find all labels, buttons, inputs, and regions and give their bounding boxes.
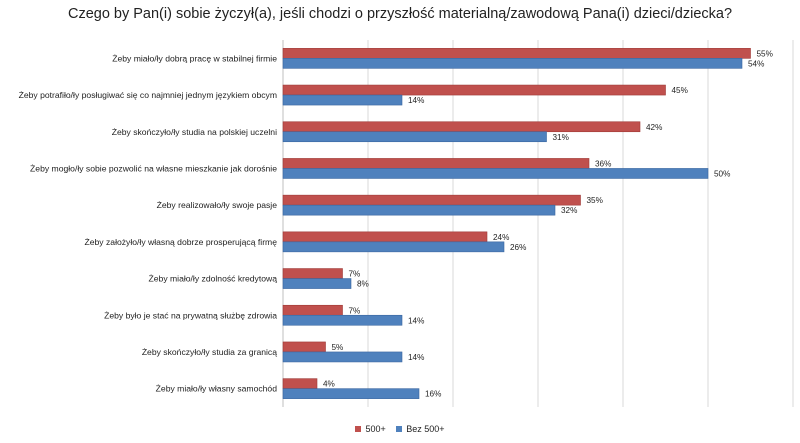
data-label: 26%	[510, 243, 526, 252]
data-label: 55%	[757, 49, 773, 58]
data-label: 50%	[714, 169, 730, 178]
bar-500	[282, 121, 641, 133]
legend-swatch-bez500	[396, 426, 403, 432]
bar-500	[282, 304, 343, 316]
category-label: Żeby mogło/ły sobie pozwolić na własne m…	[30, 163, 277, 173]
data-label: 24%	[493, 233, 509, 242]
bar-500	[282, 158, 590, 169]
bar-bez500	[282, 131, 547, 143]
chart-title: Czego by Pan(i) sobie życzył(a), jeśli c…	[67, 6, 733, 22]
bar-500	[282, 231, 488, 243]
category-label: Żeby miało/ły zdolność kredytową	[149, 274, 278, 284]
bar-bez500	[282, 314, 403, 326]
data-label: 16%	[425, 390, 441, 399]
bar-500	[282, 378, 318, 389]
data-label: 42%	[646, 123, 662, 132]
data-label: 35%	[587, 196, 603, 205]
category-label: Żeby miało/ły dobrą pracę w stabilnej fi…	[112, 53, 277, 63]
bar-bez500	[282, 388, 420, 399]
data-label: 54%	[748, 59, 764, 68]
bar-500	[282, 48, 751, 59]
data-label: 8%	[357, 280, 369, 289]
category-label: Żeby miało/ły własny samochód	[156, 384, 278, 394]
legend-item-500: 500+	[355, 424, 386, 434]
data-label: 7%	[349, 270, 361, 279]
bar-500	[282, 194, 581, 206]
bar-bez500	[282, 204, 556, 216]
bar-bez500	[282, 351, 403, 363]
data-label: 14%	[408, 353, 424, 362]
data-label: 5%	[332, 343, 344, 352]
category-label: Żeby potrafiło/ły posługiwać się co najm…	[19, 90, 277, 100]
legend-item-bez500: Bez 500+	[396, 424, 445, 434]
data-label: 7%	[349, 306, 361, 315]
category-label: Żeby skończyło/ły studia na polskiej ucz…	[112, 127, 277, 137]
data-label: 45%	[672, 86, 688, 95]
category-label: Żeby skończyło/ły studia za granicą	[142, 347, 277, 357]
category-label: Żeby założyło/ły własną dobrze prosperuj…	[85, 237, 278, 247]
bar-bez500	[282, 58, 743, 69]
bar-bez500	[282, 168, 709, 179]
bar-bez500	[282, 278, 352, 289]
legend-label-bez500: Bez 500+	[406, 424, 445, 434]
bar-bez500	[282, 241, 505, 253]
data-label: 36%	[595, 159, 611, 168]
category-label: Żeby było je stać na prywatną służbę zdr…	[104, 310, 277, 320]
bar-500	[282, 341, 326, 353]
bar-500	[282, 268, 343, 279]
data-label: 14%	[408, 96, 424, 105]
bar-500	[282, 84, 666, 96]
data-label: 14%	[408, 316, 424, 325]
legend-swatch-500	[355, 426, 362, 432]
data-label: 32%	[561, 206, 577, 215]
category-label: Żeby realizowało/ły swoje pasje	[157, 200, 278, 210]
legend: 500+ Bez 500+	[0, 424, 800, 434]
legend-label-500: 500+	[365, 424, 386, 434]
data-label: 4%	[323, 380, 335, 389]
data-label: 31%	[553, 133, 569, 142]
bar-bez500	[282, 94, 403, 106]
